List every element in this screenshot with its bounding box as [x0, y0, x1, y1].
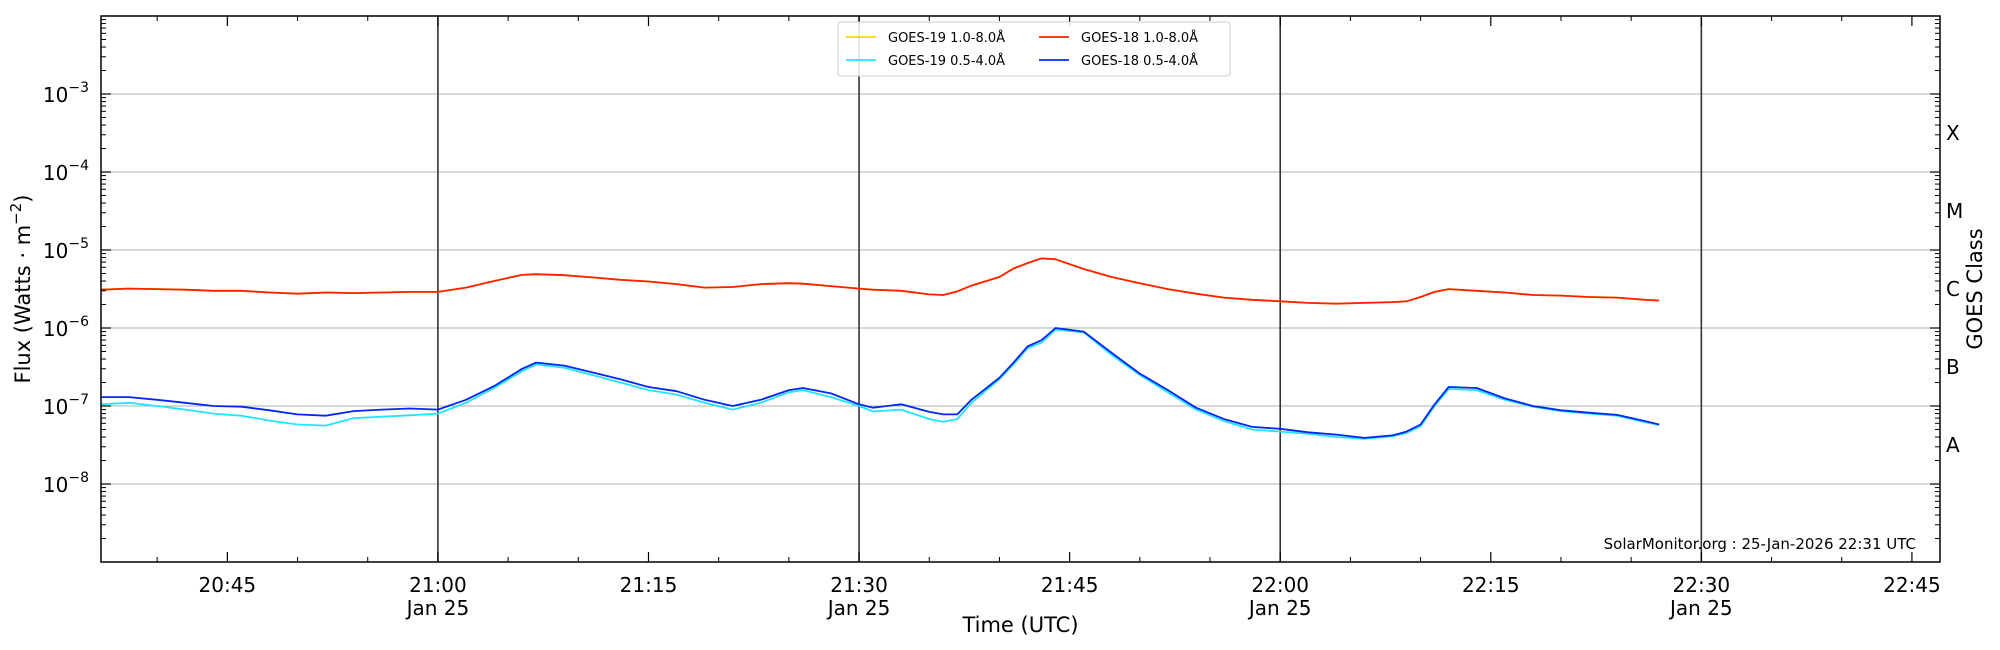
y-tick-label-2: 10−6 — [43, 314, 89, 341]
x-tick-label-4: 21:45 — [1041, 573, 1099, 597]
x-tick-date-5: Jan 25 — [1247, 596, 1312, 620]
x-axis-title: Time (UTC) — [961, 613, 1078, 637]
goes-class-M: M — [1946, 199, 1963, 223]
series-lines — [100, 257, 1660, 440]
y-tick-exponent: −8 — [68, 470, 89, 486]
x-tick-label-1: 21:00 — [409, 573, 467, 597]
y-tick-base: 10 — [43, 161, 68, 185]
legend-box — [837, 21, 1231, 77]
y-axis-title: Flux (Watts · m−2) — [7, 194, 35, 383]
series-line-2 — [100, 328, 1660, 440]
legend: GOES-19 1.0-8.0Å GOES-19 0.5-4.0Å GOES-18 … — [837, 21, 1231, 77]
y-axis-title-main: Flux (Watts · m — [11, 225, 35, 384]
series-line-0 — [100, 257, 1660, 305]
x-tick-label-6: 22:15 — [1462, 573, 1520, 597]
goes-class-C: C — [1946, 277, 1960, 301]
y-tick-exponent: −4 — [68, 158, 89, 174]
plot-area-frame — [100, 15, 1941, 563]
y-tick-base: 10 — [43, 473, 68, 497]
y-tick-label-3: 10−5 — [43, 236, 89, 263]
x-tick-label-2: 21:15 — [620, 573, 678, 597]
goes-class-axis-title: GOES Class — [1963, 228, 1987, 349]
y-tick-label-5: 10−3 — [43, 80, 89, 107]
goes-class-labels: A B C M X — [1946, 121, 1963, 457]
series-line-1 — [100, 257, 1660, 305]
y-axis-ticks: 10−810−710−610−510−410−3 — [43, 19, 1940, 540]
y-tick-base: 10 — [43, 317, 68, 341]
x-tick-label-5: 22:00 — [1251, 573, 1309, 597]
legend-label-3: GOES-18 0.5-4.0Å — [1081, 53, 1198, 69]
legend-label-0: GOES-19 1.0-8.0Å — [888, 30, 1005, 46]
series-line-3 — [101, 327, 1660, 439]
x-tick-label-0: 20:45 — [199, 573, 257, 597]
y-tick-base: 10 — [43, 83, 68, 107]
x-tick-date-3: Jan 25 — [826, 596, 891, 620]
gridlines — [101, 93, 1940, 485]
y-tick-base: 10 — [43, 395, 68, 419]
legend-label-2: GOES-19 0.5-4.0Å — [888, 53, 1005, 69]
x-tick-label-7: 22:30 — [1673, 573, 1731, 597]
y-axis-title-suffix: ) — [11, 194, 35, 202]
legend-label-1: GOES-18 1.0-8.0Å — [1081, 30, 1198, 46]
goes-class-A: A — [1946, 433, 1960, 457]
x-tick-label-8: 22:45 — [1883, 573, 1941, 597]
y-tick-label-0: 10−8 — [43, 470, 89, 497]
x-tick-date-7: Jan 25 — [1668, 596, 1733, 620]
y-tick-base: 10 — [43, 239, 68, 263]
y-tick-label-1: 10−7 — [43, 392, 89, 419]
y-tick-exponent: −5 — [68, 236, 89, 252]
x-tick-date-1: Jan 25 — [405, 596, 470, 620]
goes-class-B: B — [1946, 355, 1960, 379]
x-tick-label-3: 21:30 — [830, 573, 888, 597]
y-tick-label-4: 10−4 — [43, 158, 89, 185]
solarmonitor-annotation: SolarMonitor.org : 25-Jan-2026 22:31 UTC — [1604, 535, 1916, 553]
day-marker-lines — [437, 16, 1703, 562]
y-tick-exponent: −3 — [68, 80, 89, 96]
goes-class-X: X — [1946, 121, 1960, 145]
y-axis-title-exponent: −2 — [7, 203, 25, 225]
y-tick-exponent: −6 — [68, 314, 89, 330]
y-tick-exponent: −7 — [68, 392, 89, 408]
